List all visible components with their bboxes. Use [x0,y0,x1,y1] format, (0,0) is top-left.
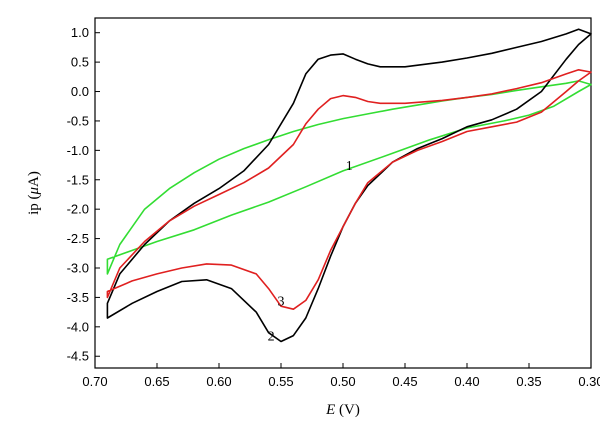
y-tick-label: -3.0 [67,261,89,276]
y-tick-label: -3.5 [67,290,89,305]
y-tick-label: -4.0 [67,319,89,334]
series-line-1 [106,80,592,275]
y-axis-title: ip (μA) [26,171,42,215]
y-tick-label: -1.0 [67,143,89,158]
y-tick-label: 1.0 [71,25,89,40]
series-label-1: 1 [346,159,353,174]
x-axis: 0.70 0.65 0.60 0.55 0.50 0.45 0.40 0.35 0.30 [82,363,600,389]
x-axis-title: E (V) [325,402,360,418]
series-tags: 1 2 3 [268,159,353,345]
y-tick-label: 0.5 [71,55,89,70]
x-tick-label: 0.45 [392,374,417,389]
series-label-2: 2 [268,330,275,345]
x-tick-label: 0.65 [144,374,169,389]
series-line-3 [106,69,592,310]
y-tick-label: -2.0 [67,202,89,217]
y-axis-title-suffix: A) [26,171,42,187]
y-tick-label: 0.0 [71,84,89,99]
series-label-3: 3 [278,294,285,309]
series-group [106,28,592,343]
y-axis-title-prefix: ip ( [26,194,42,214]
x-tick-label: 0.60 [206,374,231,389]
y-tick-label: -0.5 [67,113,89,128]
series-line-2 [106,28,592,343]
x-tick-label: 0.40 [454,374,479,389]
y-tick-label: -2.5 [67,231,89,246]
x-tick-label: 0.50 [330,374,355,389]
y-axis-title-variable: μ [26,186,42,195]
x-axis-title-variable: E [325,402,335,418]
x-axis-title-unit: (V) [335,402,360,418]
y-tick-label: -4.5 [67,349,89,364]
x-tick-label: 0.35 [516,374,541,389]
y-tick-label: -1.5 [67,172,89,187]
y-axis: 1.0 0.5 0.0 -0.5 -1.0 -1.5 -2.0 -2.5 -3.0 -3.5 -4.… [67,25,100,364]
x-tick-label: 0.55 [268,374,293,389]
plot-frame [94,17,592,369]
x-tick-label: 0.70 [82,374,107,389]
x-tick-label: 0.30 [578,374,600,389]
